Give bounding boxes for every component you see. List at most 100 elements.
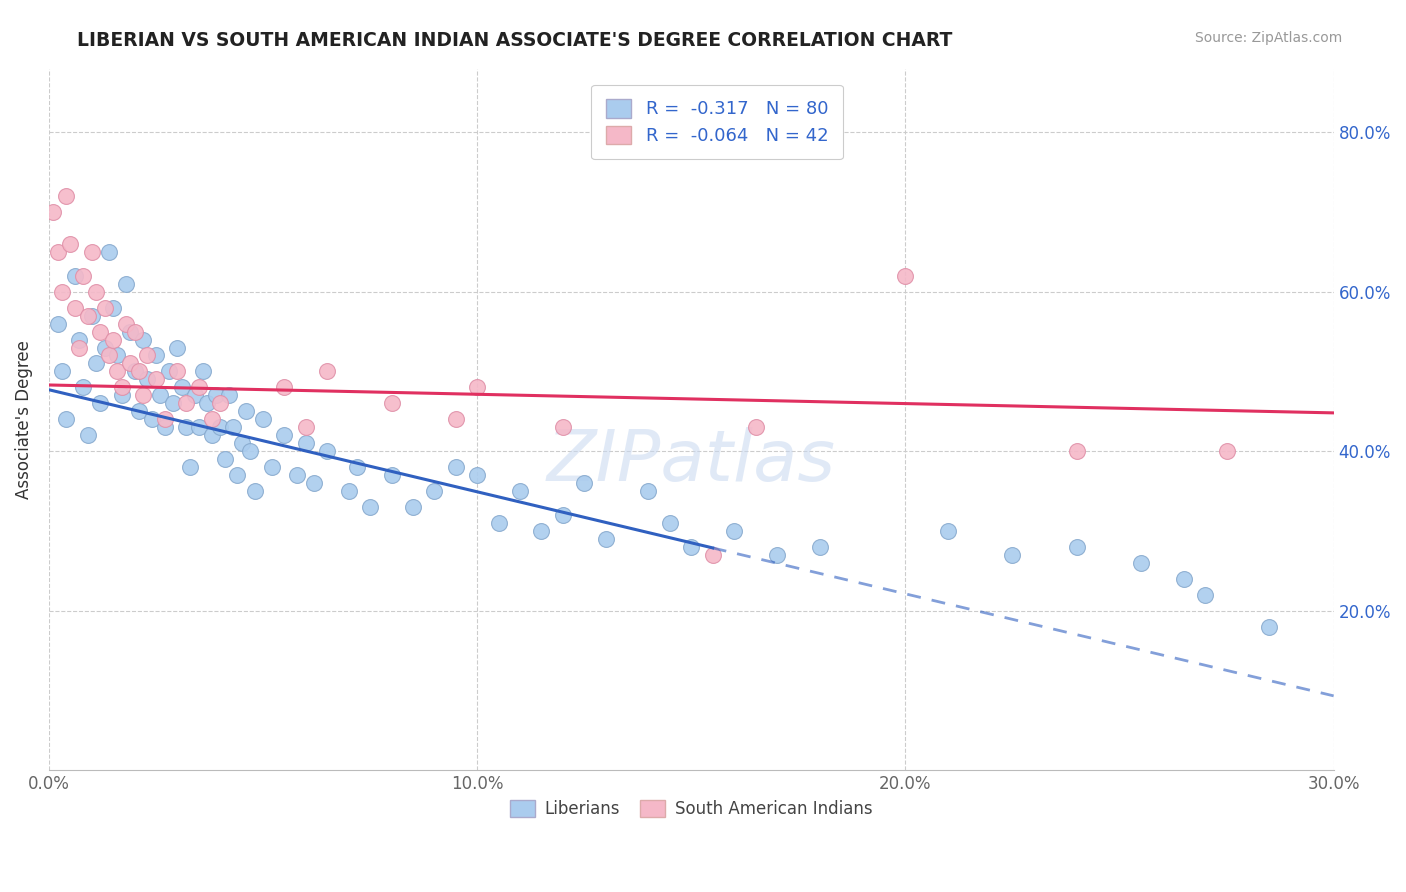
Point [141,412,163,426]
Point [84,285,107,299]
Point [359,500,381,514]
Point [1066,540,1088,554]
Point [1194,588,1216,602]
Point [97,349,120,363]
Point [402,500,425,514]
Point [132,333,155,347]
Point [681,540,703,554]
Point [444,460,467,475]
Point [103,301,125,315]
Point [1066,444,1088,458]
Point [170,380,193,394]
Point [191,364,214,378]
Text: ZIPatlas: ZIPatlas [547,427,835,496]
Point [744,420,766,434]
Point [273,428,295,442]
Point [1129,556,1152,570]
Point [51,285,73,299]
Point [187,420,209,434]
Point [380,396,402,410]
Point [145,372,167,386]
Point [214,452,236,467]
Point [187,380,209,394]
Point [76,428,98,442]
Point [551,508,574,522]
Point [174,396,197,410]
Point [723,524,745,538]
Point [1001,548,1024,562]
Point [304,476,326,491]
Point [1215,444,1237,458]
Point [766,548,789,562]
Text: LIBERIAN VS SOUTH AMERICAN INDIAN ASSOCIATE'S DEGREE CORRELATION CHART: LIBERIAN VS SOUTH AMERICAN INDIAN ASSOCI… [77,31,953,50]
Point [76,309,98,323]
Point [574,476,596,491]
Point [93,301,115,315]
Point [132,388,155,402]
Point [226,468,249,483]
Point [465,380,488,394]
Point [551,420,574,434]
Point [128,364,150,378]
Point [80,309,103,323]
Point [239,444,262,458]
Point [1173,572,1195,586]
Point [222,420,245,434]
Point [80,244,103,259]
Point [166,364,188,378]
Point [153,412,176,426]
Point [658,516,681,530]
Point [295,420,318,434]
Point [936,524,959,538]
Point [179,460,201,475]
Point [295,436,318,450]
Point [67,341,90,355]
Point [894,268,917,283]
Point [111,380,134,394]
Point [107,364,129,378]
Point [201,428,224,442]
Point [252,412,274,426]
Point [209,420,232,434]
Point [273,380,295,394]
Point [380,468,402,483]
Point [72,380,94,394]
Point [509,483,531,498]
Point [637,483,659,498]
Point [162,396,184,410]
Point [51,364,73,378]
Point [89,325,111,339]
Point [97,244,120,259]
Point [145,349,167,363]
Point [120,356,142,370]
Point [128,404,150,418]
Point [260,460,283,475]
Point [59,236,82,251]
Point [89,396,111,410]
Point [55,412,77,426]
Point [346,460,368,475]
Point [337,483,360,498]
Point [166,341,188,355]
Point [423,483,446,498]
Point [55,189,77,203]
Point [316,364,339,378]
Point [595,532,617,546]
Point [115,277,138,291]
Point [205,388,228,402]
Point [136,349,159,363]
Point [46,317,69,331]
Point [808,540,831,554]
Point [153,420,176,434]
Point [136,372,159,386]
Point [84,356,107,370]
Point [107,349,129,363]
Point [42,205,65,219]
Point [149,388,172,402]
Point [93,341,115,355]
Point [316,444,339,458]
Point [111,388,134,402]
Point [285,468,308,483]
Point [115,317,138,331]
Point [120,325,142,339]
